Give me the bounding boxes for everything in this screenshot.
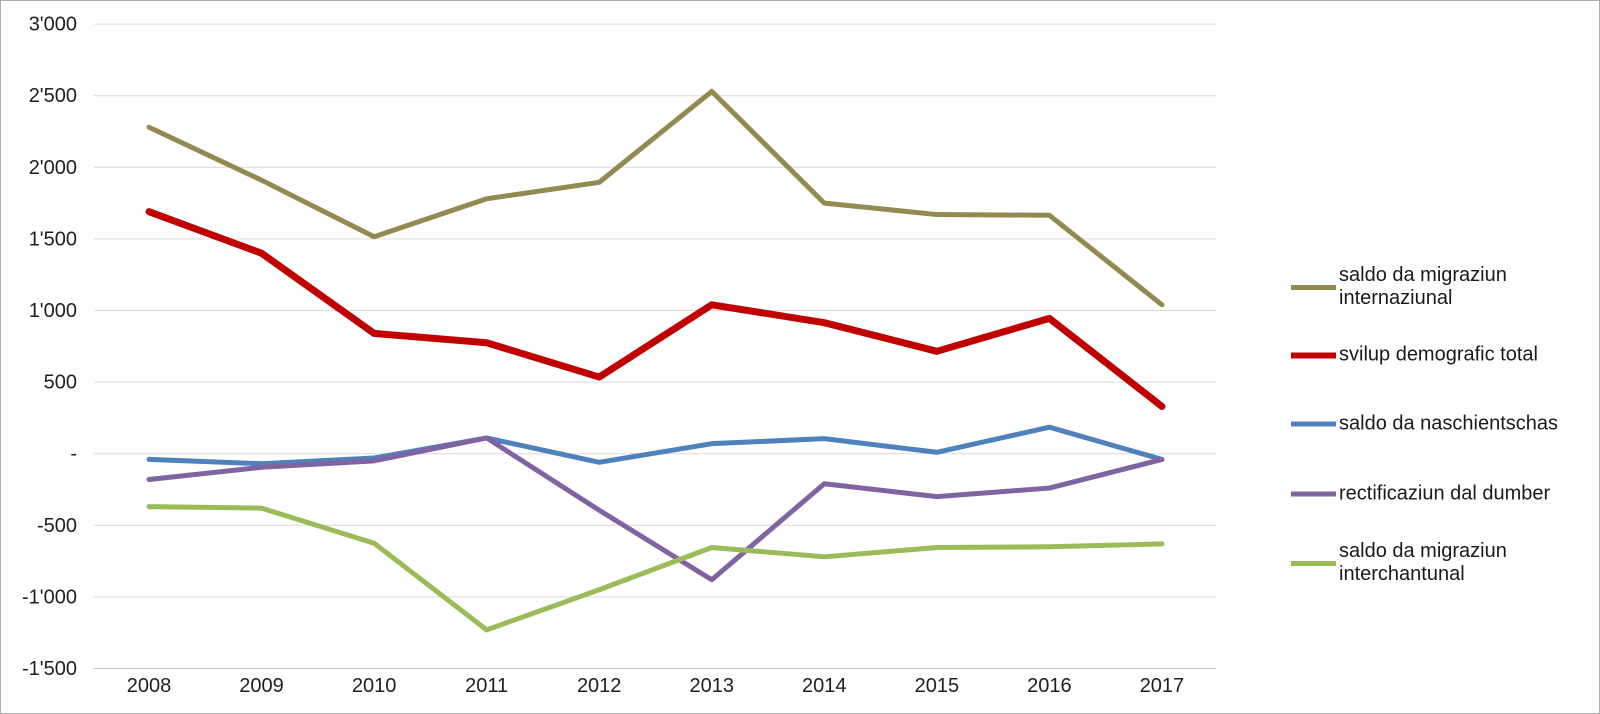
legend-swatch — [1291, 560, 1336, 566]
y-axis-tick-label: 500 — [44, 372, 77, 394]
x-axis-tick-label: 2016 — [1027, 675, 1072, 697]
y-axis-tick-label: 3'000 — [29, 14, 77, 36]
x-axis-tick-label: 2017 — [1140, 675, 1185, 697]
legend-swatch — [1291, 421, 1336, 427]
series-line-3 — [146, 435, 1165, 583]
legend-item: saldo da migraziun interchantunal — [1291, 540, 1571, 586]
x-axis-tick-label: 2011 — [465, 675, 508, 697]
x-axis-tick-label: 2010 — [352, 675, 397, 697]
y-axis-tick-label: - — [70, 443, 77, 465]
legend-item: saldo da migraziun internaziunal — [1291, 264, 1571, 310]
legend-item: saldo da naschientschas — [1291, 413, 1558, 436]
series-line-0 — [146, 88, 1165, 308]
y-axis-tick-label: -1'500 — [22, 658, 77, 680]
series-line-4 — [146, 504, 1165, 633]
x-axis-tick-label: 2009 — [239, 675, 284, 697]
legend: saldo da migraziun internaziunal svilup … — [1291, 1, 1591, 713]
x-axis-tick-label: 2015 — [915, 675, 960, 697]
legend-label: rectificaziun dal dumber — [1339, 482, 1551, 505]
y-axis-tick-label: 2'000 — [29, 157, 77, 179]
legend-item: rectificaziun dal dumber — [1291, 483, 1550, 506]
legend-label: saldo da migraziun internaziunal — [1339, 264, 1507, 309]
x-axis-tick-label: 2014 — [802, 675, 847, 697]
x-axis-tick-label: 2013 — [690, 675, 735, 697]
x-axis-tick-label: 2012 — [577, 675, 622, 697]
y-axis-tick-label: 2'500 — [29, 85, 77, 107]
y-axis-tick-label: -1'000 — [22, 586, 77, 608]
y-axis-tick-label: -500 — [37, 515, 77, 537]
legend-label: svilup demografic total — [1339, 343, 1538, 366]
y-axis-tick-label: 1'500 — [29, 228, 77, 250]
legend-label: saldo da migraziun interchantunal — [1339, 540, 1507, 585]
series-line-2 — [146, 424, 1165, 467]
y-axis-tick-label: 1'000 — [29, 300, 77, 322]
legend-swatch — [1291, 284, 1336, 290]
legend-item: svilup demografic total — [1291, 344, 1538, 367]
legend-swatch — [1291, 352, 1336, 358]
legend-label: saldo da naschientschas — [1339, 412, 1559, 435]
legend-swatch — [1291, 491, 1336, 497]
x-axis-tick-label: 2008 — [127, 675, 172, 697]
series-line-1 — [145, 208, 1166, 410]
